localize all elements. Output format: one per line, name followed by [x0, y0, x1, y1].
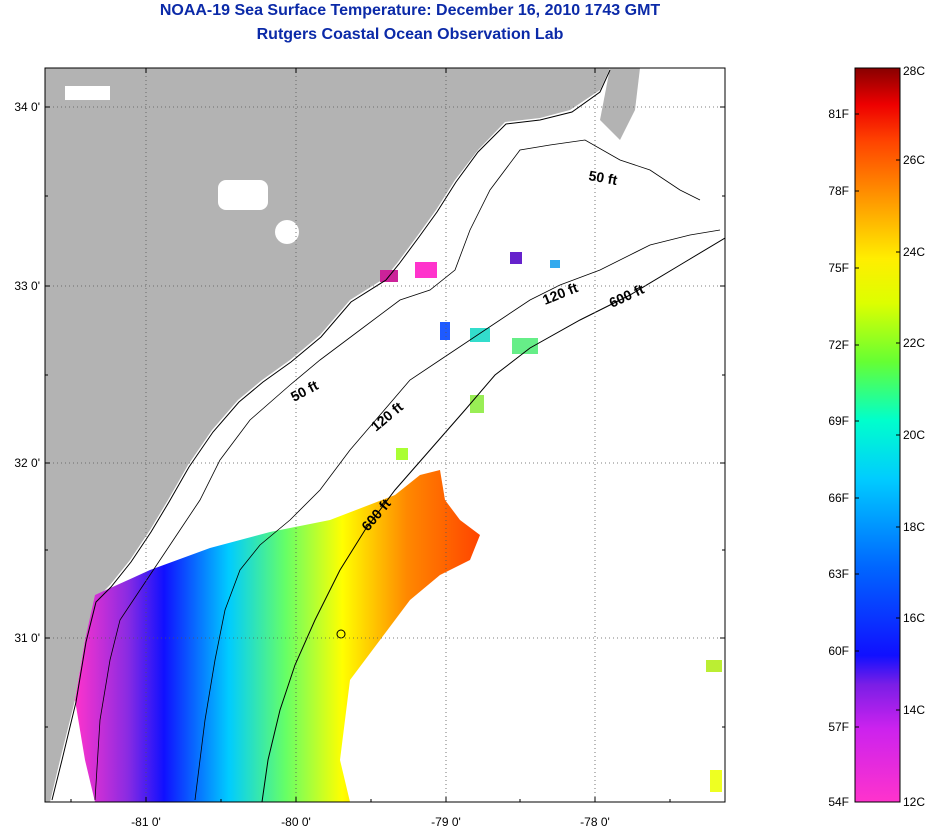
lat-label: 33 0'	[14, 279, 40, 293]
colorbar-fahrenheit-ticks: 81F 78F 75F 72F 69F 66F 63F 60F 57F 54F	[828, 107, 849, 809]
f-label: 54F	[828, 795, 849, 809]
inland-lake	[65, 86, 110, 100]
inland-lake	[218, 180, 268, 210]
sst-swath	[75, 470, 480, 802]
f-label: 63F	[828, 567, 849, 581]
c-label: 16C	[903, 611, 925, 625]
land-mass	[45, 68, 610, 802]
lon-label: -79 0'	[431, 815, 461, 829]
sst-patch	[396, 448, 408, 460]
sst-patch	[510, 252, 522, 264]
isobath-120ft	[194, 229, 721, 801]
f-label: 81F	[828, 107, 849, 121]
sst-patch	[710, 770, 722, 792]
f-label: 78F	[828, 184, 849, 198]
sst-patch	[550, 260, 560, 268]
map-subtitle: Rutgers Coastal Ocean Observation Lab	[256, 26, 564, 43]
colorbar	[855, 68, 900, 802]
lat-label: 34 0'	[14, 100, 40, 114]
colorbar-celsius-ticks: 28C 26C 24C 22C 20C 18C 16C 14C 12C	[903, 64, 925, 809]
c-label: 22C	[903, 336, 925, 350]
f-label: 66F	[828, 491, 849, 505]
f-label: 69F	[828, 414, 849, 428]
c-label: 28C	[903, 64, 925, 78]
f-label: 57F	[828, 720, 849, 734]
c-label: 14C	[903, 703, 925, 717]
land-small	[600, 68, 640, 140]
isobath-600ft	[261, 237, 725, 802]
c-label: 12C	[903, 795, 925, 809]
grid	[45, 68, 725, 802]
lat-label: 32 0'	[14, 456, 40, 470]
f-label: 72F	[828, 338, 849, 352]
lon-label: -81 0'	[131, 815, 161, 829]
sst-patch	[706, 660, 722, 672]
map-canvas	[45, 68, 725, 802]
lon-label: -80 0'	[281, 815, 311, 829]
c-label: 24C	[903, 245, 925, 259]
lat-label: 31 0'	[14, 631, 40, 645]
isobath-50ft	[94, 139, 701, 801]
f-label: 60F	[828, 644, 849, 658]
sst-patch	[470, 395, 484, 413]
map-frame	[44, 67, 726, 803]
map-ticks	[45, 68, 725, 802]
sst-patch	[440, 322, 450, 340]
sst-patch	[512, 338, 538, 354]
sst-patch	[470, 328, 490, 342]
inland-lake	[275, 220, 299, 244]
sst-patch	[415, 262, 437, 278]
c-label: 20C	[903, 428, 925, 442]
isobath-label: 50 ft	[587, 167, 618, 188]
colorbar-tickmarks	[855, 113, 900, 728]
f-label: 75F	[828, 261, 849, 275]
map-title: NOAA-19 Sea Surface Temperature: Decembe…	[159, 2, 661, 19]
lon-label: -78 0'	[580, 815, 610, 829]
c-label: 18C	[903, 520, 925, 534]
c-label: 26C	[903, 153, 925, 167]
coastline	[51, 69, 611, 801]
